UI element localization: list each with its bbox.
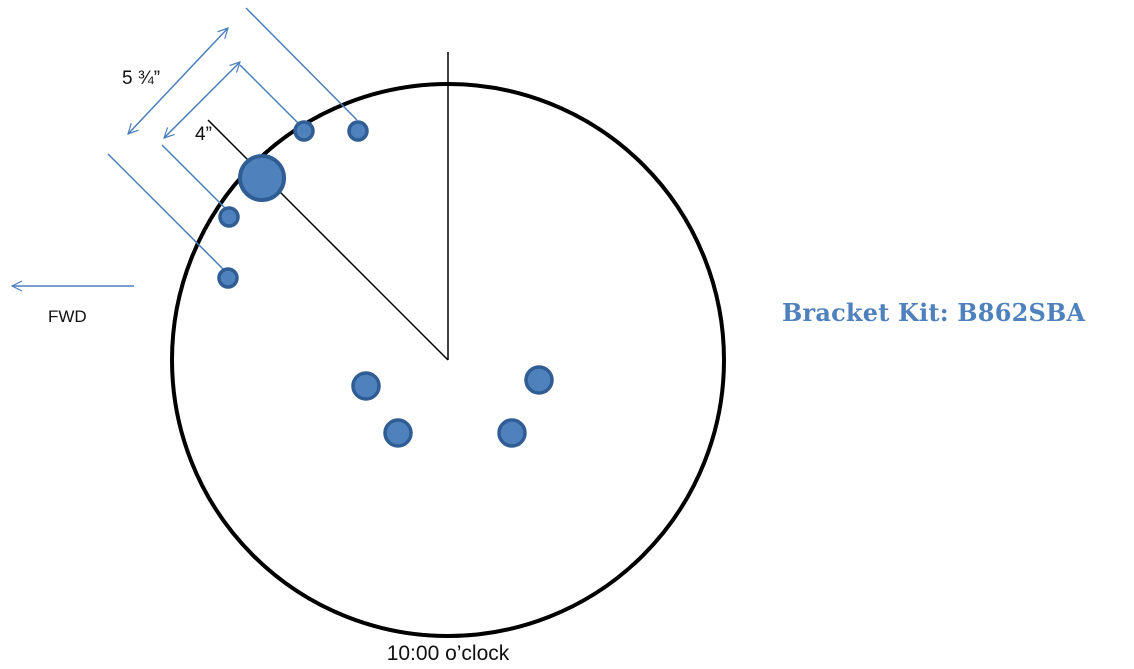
medium-hole: [383, 418, 413, 448]
dimension-label-outer: 5 ¾”: [122, 68, 160, 89]
extension-line-outer-bottom: [107, 153, 225, 271]
medium-hole: [497, 418, 527, 448]
bolt-holes: [217, 120, 554, 448]
direction-label: FWD: [48, 307, 87, 326]
extension-line-outer-top: [245, 7, 358, 121]
bracket-kit-title: Bracket Kit: B862SBA: [782, 298, 1086, 327]
dimension-label-inner: 4”: [195, 124, 212, 145]
position-caption: 10:00 o’clock: [387, 642, 510, 665]
medium-hole: [524, 365, 554, 395]
medium-hole: [351, 371, 381, 401]
dimension-arrow-inner: [164, 62, 240, 138]
small-hole: [293, 120, 315, 142]
small-hole: [217, 267, 239, 289]
extension-line-inner-top: [239, 64, 303, 128]
small-hole: [347, 120, 369, 142]
extension-line-inner-bottom: [161, 144, 226, 209]
clock-hand-ten: [207, 119, 449, 361]
large-hole: [238, 154, 286, 202]
small-hole: [218, 206, 240, 228]
